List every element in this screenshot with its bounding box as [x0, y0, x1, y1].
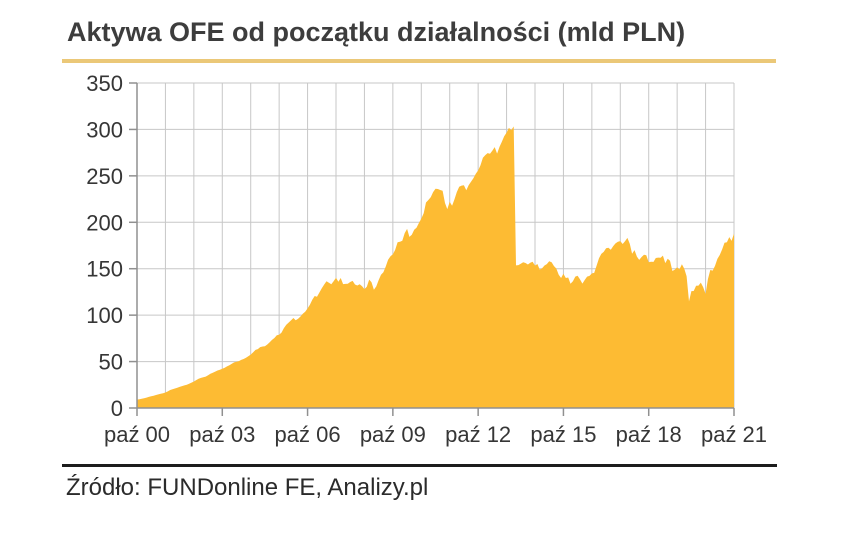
x-axis-tick-label: paź 15: [530, 422, 596, 447]
x-axis-tick-label: paź 06: [275, 422, 341, 447]
x-axis-tick-label: paź 12: [445, 422, 511, 447]
area-chart: 0 50 100 150 200 250 300 350 paź 00 paź 03 paź 06 p…: [86, 71, 767, 447]
x-axis-tick-label: paź 21: [701, 422, 767, 447]
y-axis-tick-label: 0: [111, 396, 123, 421]
y-axis-tick-label: 300: [86, 117, 123, 142]
x-axis-tick-label: paź 03: [189, 422, 255, 447]
y-axis-tick-label: 50: [99, 350, 123, 375]
x-axis-tick-label: paź 09: [360, 422, 426, 447]
title-rule-divider: [62, 59, 776, 63]
y-axis-tick-label: 250: [86, 164, 123, 189]
y-axis-tick-label: 100: [86, 303, 123, 328]
chart-title: Aktywa OFE od początku działalności (mld…: [67, 17, 686, 47]
y-axis-tick-label: 150: [86, 257, 123, 282]
x-axis-tick-label: paź 00: [104, 422, 170, 447]
x-axis-tick-label: paź 18: [616, 422, 682, 447]
area-series: [137, 126, 734, 409]
source-rule-divider: [62, 464, 777, 467]
source-text: Źródło: FUNDonline FE, Analizy.pl: [66, 474, 429, 501]
y-axis-tick-label: 200: [86, 210, 123, 235]
y-axis-tick-label: 350: [86, 71, 123, 96]
